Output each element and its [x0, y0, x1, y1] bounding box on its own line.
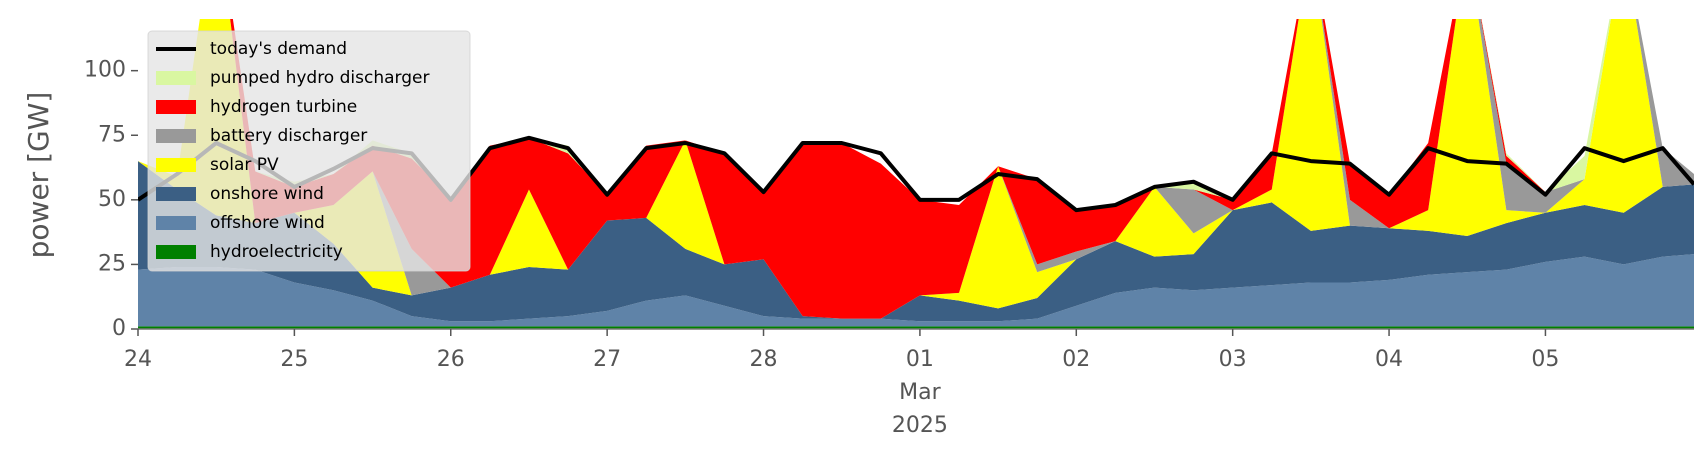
legend-label: onshore wind — [210, 184, 324, 204]
y-tick-label: 100 — [84, 58, 126, 83]
x-year-label: 2025 — [892, 413, 948, 438]
legend-swatch — [156, 216, 196, 230]
legend-label: pumped hydro discharger — [210, 68, 429, 88]
legend-label: hydroelectricity — [210, 242, 343, 262]
legend: today's demand pumped hydro discharger hyd… — [147, 30, 471, 272]
x-tick-label: 04 — [1375, 347, 1403, 372]
x-tick-label: 01 — [906, 347, 934, 372]
y-tick-label: 50 — [98, 187, 126, 212]
x-tick-label: 02 — [1062, 347, 1090, 372]
legend-swatch — [156, 129, 196, 143]
x-tick-label: 27 — [593, 347, 621, 372]
legend-swatch — [156, 71, 196, 85]
x-tick-label: 24 — [124, 347, 152, 372]
legend-label: battery discharger — [210, 126, 367, 146]
area — [138, 19, 1694, 319]
x-tick-label: 26 — [437, 347, 465, 372]
y-tick-label: 0 — [112, 316, 126, 341]
area — [138, 19, 1694, 319]
legend-label: offshore wind — [210, 213, 325, 233]
legend-label: solar PV — [210, 155, 279, 175]
legend-label: today's demand — [210, 39, 347, 59]
legend-swatch — [156, 187, 196, 201]
legend-swatch — [156, 158, 196, 172]
y-tick-label: 75 — [98, 122, 126, 147]
legend-swatch — [156, 245, 196, 259]
x-month-label: Mar — [899, 380, 941, 405]
x-tick-label: 28 — [750, 347, 778, 372]
legend-swatch — [156, 100, 196, 114]
area — [138, 161, 1694, 322]
x-tick-label: 25 — [280, 347, 308, 372]
legend-label: hydrogen turbine — [210, 97, 357, 117]
area — [138, 254, 1694, 327]
legend-box — [147, 30, 471, 272]
axes: 0 25 50 75 100 24 25 26 27 28 01 Mar 2025 02 03 04 05 — [84, 58, 1694, 438]
y-tick-label: 25 — [98, 251, 126, 276]
x-tick-label: 03 — [1219, 347, 1247, 372]
y-axis-label: power [GW] — [22, 92, 55, 259]
x-tick-label: 05 — [1531, 347, 1559, 372]
